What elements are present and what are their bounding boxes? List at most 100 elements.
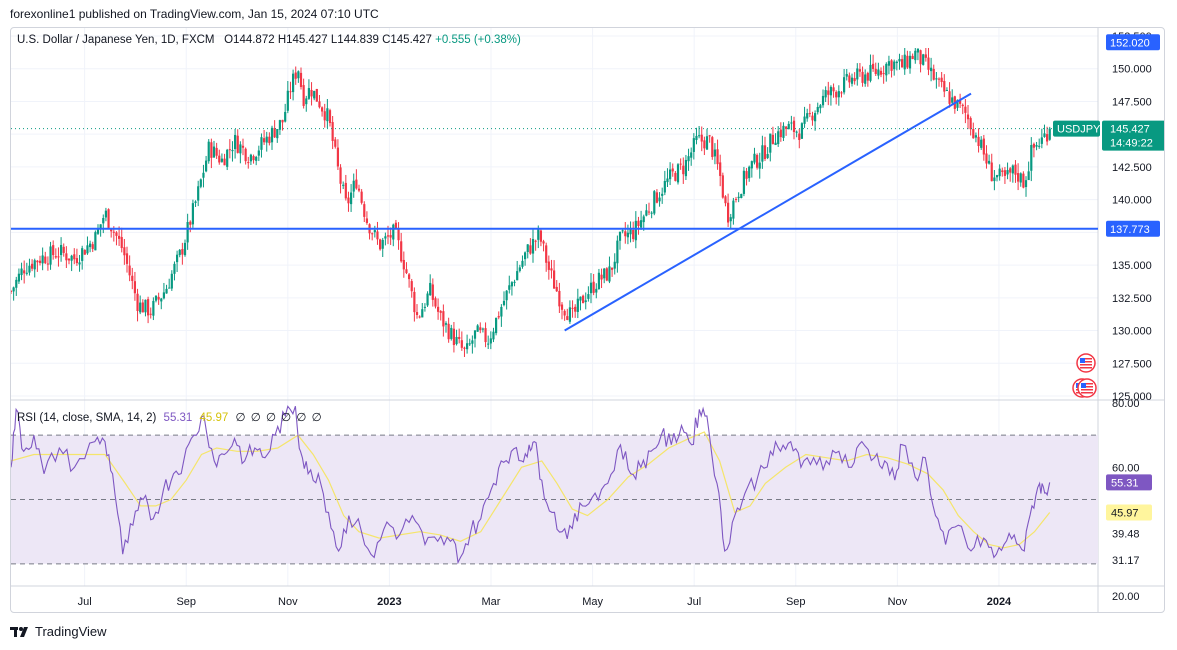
candle-body — [12, 287, 15, 292]
candle-body — [803, 116, 806, 124]
candle-body — [255, 156, 258, 161]
rsi-line[interactable] — [11, 405, 1051, 565]
candle-body — [1006, 170, 1009, 175]
candle-body — [687, 156, 690, 162]
rsi-indicator-name[interactable]: RSI (14, close, SMA, 14, 2) — [17, 412, 157, 424]
candle-body — [753, 153, 756, 163]
date-tick-label: 2023 — [377, 596, 401, 608]
price-axis[interactable]: 125.000127.500130.000132.500135.000137.5… — [1053, 31, 1165, 603]
candle-body — [632, 229, 635, 240]
candle-body — [418, 316, 421, 318]
candle-body — [360, 191, 363, 203]
candle-body — [584, 300, 587, 303]
candle-body — [194, 201, 197, 203]
date-tick-label: 2024 — [987, 596, 1012, 608]
candle-body — [336, 147, 340, 167]
candle-body — [568, 307, 572, 322]
candle-body — [510, 282, 514, 287]
rsi-ma-tag[interactable] — [1106, 504, 1152, 521]
candle-body — [297, 71, 300, 79]
candle-body — [640, 220, 643, 228]
candle-body — [1022, 173, 1025, 188]
candle-body — [922, 54, 925, 65]
price-pane[interactable] — [11, 42, 1098, 398]
symbol-tag[interactable] — [1053, 120, 1100, 137]
candle-body — [811, 115, 814, 121]
candle-body — [54, 256, 57, 258]
candle-body — [149, 313, 152, 315]
candle-body — [732, 200, 735, 219]
candle-body — [560, 304, 564, 310]
candle-body — [980, 139, 983, 148]
candle-body — [745, 171, 748, 179]
candle-body — [848, 75, 851, 83]
candle-body — [465, 343, 469, 350]
candle-body — [695, 135, 698, 141]
candle-body — [969, 118, 972, 130]
candle-body — [566, 316, 569, 320]
candle-body — [966, 114, 970, 120]
candle-body — [65, 253, 68, 261]
candle-body — [328, 110, 332, 124]
change-value: +0.555 (+0.38%) — [435, 34, 521, 46]
candle-body — [545, 245, 548, 263]
level-price-label: 137.773 — [1110, 224, 1150, 236]
candle-body — [173, 263, 176, 274]
rsi-value-tag[interactable] — [1106, 474, 1152, 491]
candle-body — [792, 120, 796, 133]
time-axis[interactable]: Jul Sep Nov 2023 Mar May Jul Sep Nov 2024 — [78, 596, 1012, 608]
candle-body — [415, 312, 419, 316]
chart-canvas[interactable]: 125.000127.500130.000132.500135.000137.5… — [11, 28, 1165, 613]
price-tick-label: 132.500 — [1112, 293, 1152, 305]
candle-body — [785, 126, 788, 129]
candle-body — [982, 138, 985, 155]
tradingview-logo-icon — [10, 626, 30, 638]
candle-body — [25, 272, 28, 274]
candle-body — [11, 291, 13, 293]
candle-body — [853, 78, 856, 82]
economic-event-us-icon[interactable] — [1077, 378, 1097, 398]
symbol-name[interactable]: U.S. Dollar / Japanese Yen, 1D, FXCM — [17, 34, 215, 46]
rsi-ma-line[interactable] — [11, 431, 1051, 549]
candle-body — [204, 160, 208, 172]
candle-body — [257, 150, 260, 156]
candle-body — [729, 217, 732, 222]
candle-body — [494, 317, 498, 334]
candle-body — [977, 136, 980, 147]
level-price-tag[interactable] — [1106, 220, 1160, 237]
candle-body — [563, 310, 566, 316]
economic-event-us-icon[interactable] — [1076, 353, 1096, 373]
candle-body — [608, 266, 611, 282]
candle-body — [276, 129, 279, 139]
candle-body — [684, 159, 688, 177]
footer-brand[interactable]: TradingView — [10, 624, 107, 639]
candle-body — [128, 265, 131, 276]
last-price-tag[interactable] — [1102, 120, 1165, 151]
candle-body — [218, 155, 221, 163]
candle-body — [49, 246, 52, 265]
candle-body — [658, 197, 661, 202]
candle-body — [52, 245, 55, 256]
level-price-tag[interactable] — [1106, 34, 1160, 51]
candle-body — [421, 309, 424, 318]
candle-body — [115, 232, 118, 236]
candle-body — [112, 231, 115, 233]
trend-line[interactable] — [564, 92, 972, 332]
candle-body — [951, 97, 954, 103]
candle-body — [587, 294, 590, 299]
date-tick-label: Nov — [888, 596, 908, 608]
candle-body — [46, 263, 50, 265]
candle-body — [468, 343, 471, 345]
candle-body — [537, 229, 540, 240]
candle-body — [676, 164, 680, 183]
chart-frame[interactable]: 125.000127.500130.000132.500135.000137.5… — [10, 27, 1165, 613]
candle-body — [727, 202, 730, 223]
candle-body — [943, 80, 946, 92]
candle-body — [819, 105, 822, 109]
candle-body — [352, 180, 355, 192]
candle-body — [241, 145, 245, 148]
candle-body — [1027, 171, 1030, 181]
candle-body — [647, 211, 651, 213]
rsi-pane[interactable] — [11, 405, 1098, 565]
candle-body — [439, 311, 442, 313]
